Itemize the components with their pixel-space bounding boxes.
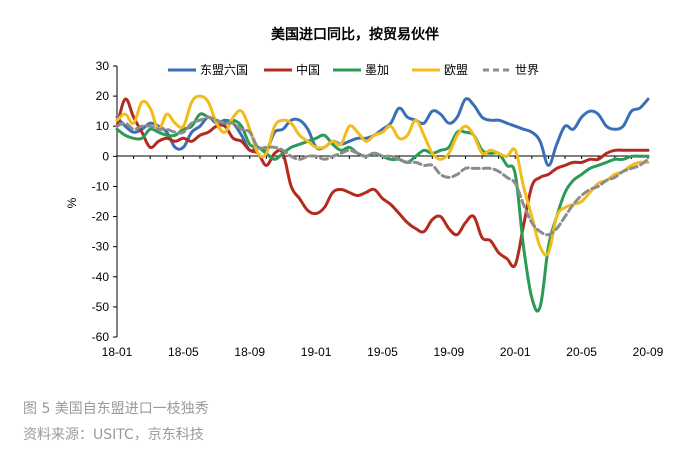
chart: 美国进口同比，按贸易伙伴 东盟六国 中国 墨加 欧盟 世界 30 20 10 0 -10 -20 -… <box>65 26 664 359</box>
series-line-3 <box>115 94 650 257</box>
legend: 东盟六国 中国 墨加 欧盟 世界 <box>168 62 539 77</box>
y-tick-label: -50 <box>92 300 110 314</box>
series-line-4 <box>115 115 650 237</box>
series-line-2 <box>115 112 650 313</box>
y-axis: 30 20 10 0 -10 -20 -30 -40 -50 -60 <box>92 59 118 344</box>
y-tick-label: 30 <box>96 59 110 73</box>
x-tick-label: 20-01 <box>500 345 531 359</box>
figure-caption: 图 5 美国自东盟进口一枝独秀 <box>23 401 209 417</box>
x-tick-label: 19-05 <box>367 345 398 359</box>
x-tick-label: 19-01 <box>301 345 332 359</box>
x-tick-label: 20-09 <box>633 345 664 359</box>
y-axis-label: % <box>65 197 79 208</box>
legend-label: 东盟六国 <box>200 63 248 77</box>
y-tick-label: -30 <box>92 240 110 254</box>
series-lines <box>115 94 650 313</box>
source-caption: 资料来源：USITC，京东科技 <box>23 427 204 443</box>
series-line-1 <box>115 97 650 269</box>
y-tick-label: -10 <box>92 179 110 193</box>
y-tick-label: 10 <box>96 119 110 133</box>
x-tick-label: 18-09 <box>234 345 265 359</box>
y-tick-label: -20 <box>92 210 110 224</box>
x-tick-label: 18-01 <box>102 345 133 359</box>
y-tick-label: 20 <box>96 89 110 103</box>
x-axis: 18-01 18-05 18-09 19-01 19-05 19-09 20-01 20-05… <box>102 155 664 359</box>
x-tick-label: 20-05 <box>566 345 597 359</box>
legend-label: 墨加 <box>365 63 389 77</box>
y-tick-label: 0 <box>102 149 109 163</box>
legend-label: 世界 <box>515 63 539 77</box>
x-tick-label: 18-05 <box>168 345 199 359</box>
x-tick-label: 19-09 <box>434 345 465 359</box>
y-tick-label: -60 <box>92 330 110 344</box>
legend-label: 欧盟 <box>444 63 468 77</box>
y-tick-label: -40 <box>92 270 110 284</box>
legend-label: 中国 <box>296 62 320 77</box>
chart-title: 美国进口同比，按贸易伙伴 <box>271 26 439 43</box>
